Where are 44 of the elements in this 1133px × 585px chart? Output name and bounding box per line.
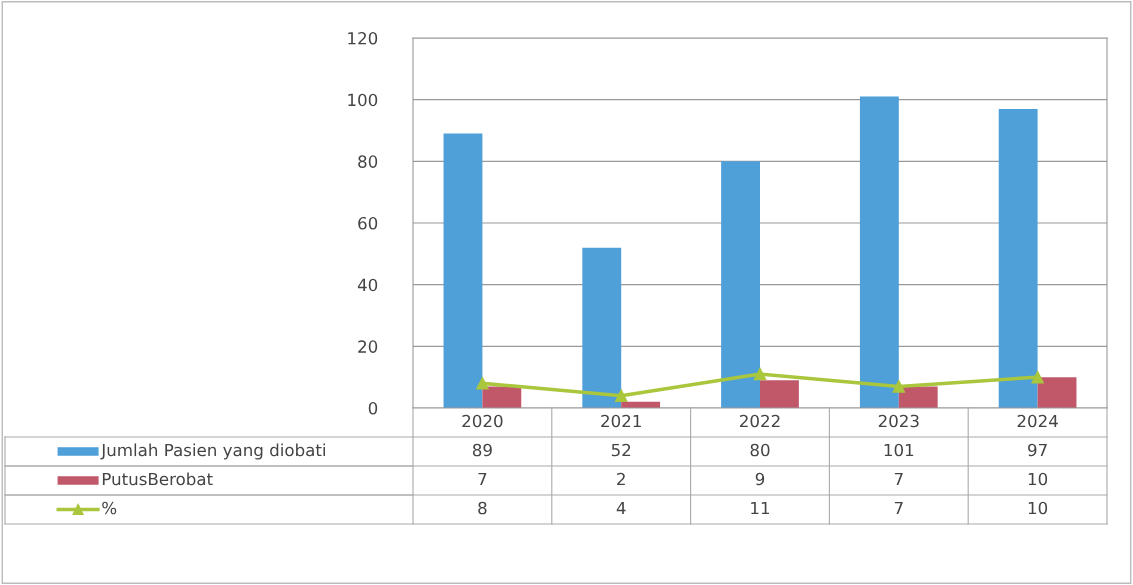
data-label: 101 xyxy=(884,443,914,457)
y-tick-label: 20 xyxy=(358,340,378,353)
data-label: 10 xyxy=(1028,501,1048,515)
bar xyxy=(721,161,760,408)
data-label: 7 xyxy=(478,472,487,486)
x-tick-label: 2023 xyxy=(878,414,919,428)
x-tick-label: 2022 xyxy=(740,414,780,428)
data-label: 10 xyxy=(1028,472,1048,486)
x-tick-label: 2024 xyxy=(1017,414,1058,428)
data-label: 2 xyxy=(617,472,625,486)
data-label: 11 xyxy=(751,501,770,515)
legend-label: % xyxy=(102,501,117,515)
data-label: 7 xyxy=(894,472,903,486)
point xyxy=(892,380,906,393)
data-label: 9 xyxy=(755,472,765,486)
y-tick-label: 0 xyxy=(368,401,378,415)
bar xyxy=(482,386,522,408)
data-label: 8 xyxy=(478,501,487,515)
data-label: 7 xyxy=(894,501,903,515)
bar xyxy=(443,133,483,408)
point xyxy=(753,367,767,381)
bar xyxy=(859,96,899,408)
legend-label: PutusBerobat xyxy=(102,472,213,486)
bar xyxy=(760,380,799,408)
y-tick-label: 100 xyxy=(348,93,378,107)
bar xyxy=(1037,377,1077,408)
data-label: 89 xyxy=(472,443,492,457)
x-tick-label: 2021 xyxy=(601,414,641,428)
bar xyxy=(582,247,622,408)
data-label: 97 xyxy=(1028,443,1047,457)
point xyxy=(476,377,489,390)
y-tick-label: 40 xyxy=(357,278,378,292)
legend-label: Jumlah Pasien yang diobati xyxy=(100,443,325,460)
point xyxy=(614,389,628,402)
bar xyxy=(998,108,1038,408)
data-label: 80 xyxy=(750,443,770,457)
y-tick-label: 80 xyxy=(358,155,378,168)
y-tick-label: 60 xyxy=(358,216,378,230)
point xyxy=(1031,370,1044,384)
y-tick-label: 120 xyxy=(348,31,378,45)
data-label: 4 xyxy=(616,501,626,515)
x-tick-label: 2020 xyxy=(462,414,503,428)
data-label: 52 xyxy=(611,443,631,457)
bar xyxy=(898,386,938,408)
